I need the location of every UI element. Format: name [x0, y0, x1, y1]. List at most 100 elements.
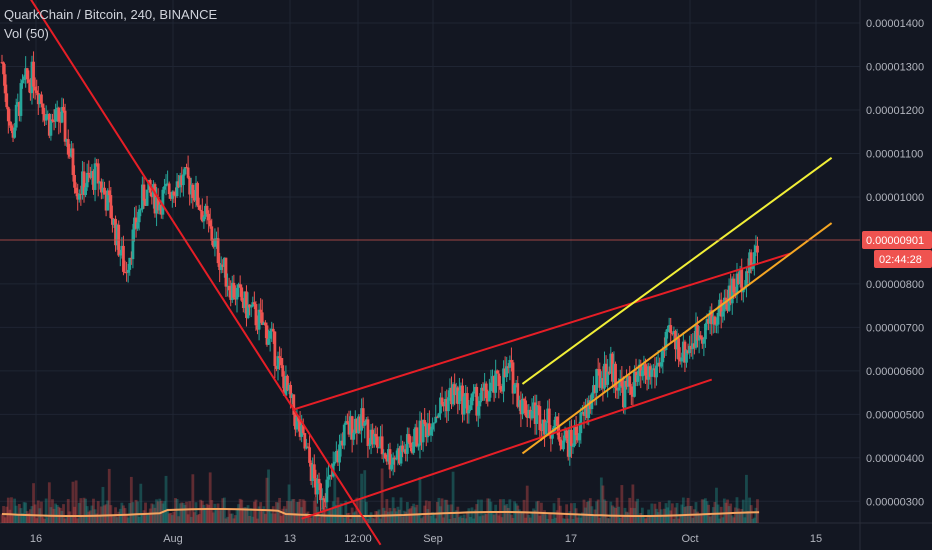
volume-bar [62, 504, 65, 523]
candle-body [166, 183, 170, 185]
volume-bar [426, 509, 430, 523]
candle-body [696, 325, 699, 341]
candle-body [245, 291, 248, 318]
volume-bar [579, 517, 583, 523]
candle-body [719, 299, 723, 317]
volume-bar [557, 497, 561, 523]
candle-body [440, 397, 444, 405]
volume-bar [252, 501, 256, 523]
volume-bar [604, 500, 608, 523]
candle-body [248, 304, 252, 308]
candle-body [692, 343, 696, 348]
candle-body [265, 325, 269, 345]
candle-body [19, 83, 23, 116]
volume-bar [495, 512, 499, 523]
volume-bar [290, 499, 294, 523]
candle-body [287, 384, 291, 391]
volume-bar [87, 511, 91, 523]
volume-bar [36, 500, 40, 523]
volume-bar [188, 501, 192, 523]
volume-bar [715, 487, 718, 523]
candle-body [683, 341, 687, 363]
volume-bar [167, 513, 171, 523]
candle-body [626, 376, 630, 387]
candle-body [350, 416, 354, 440]
volume-bar [271, 506, 275, 523]
volume-bar [158, 498, 162, 523]
candle-body [73, 174, 76, 188]
candle-body [399, 445, 403, 464]
candle-body [136, 222, 140, 229]
candle-body [538, 406, 542, 431]
candle-body [224, 257, 228, 287]
candle-body [216, 238, 220, 264]
volume-bar [240, 499, 244, 523]
volume-bar [246, 505, 250, 523]
candle-body [295, 417, 299, 430]
candle-body [13, 127, 17, 138]
chart-title[interactable]: QuarkChain / Bitcoin, 240, BINANCE [4, 7, 218, 22]
candle-body [483, 383, 487, 391]
candle-body [374, 433, 378, 437]
candle-body [710, 310, 714, 325]
candle-body [303, 433, 307, 449]
volume-bar [224, 518, 228, 523]
candle-body [372, 433, 376, 445]
candle-body [601, 378, 605, 389]
candle-body [342, 424, 346, 446]
candle-body [579, 412, 583, 434]
volume-bar [752, 517, 756, 523]
candle-body [140, 184, 144, 210]
volume-bar [281, 508, 285, 523]
volume-bar [353, 511, 357, 523]
volume-bar [96, 501, 100, 523]
candle-body [409, 442, 412, 448]
y-tick-label: 0.00000400 [866, 453, 924, 465]
candle-body [28, 82, 32, 94]
candle-body [661, 349, 665, 363]
candle-body [737, 273, 740, 285]
volume-bar [65, 514, 69, 523]
volume-bar [293, 513, 297, 523]
candle-body [527, 409, 531, 418]
candle-body [554, 416, 557, 426]
volume-bar [607, 518, 611, 523]
volume-bar [161, 503, 165, 523]
volume-bar [63, 518, 67, 523]
volume-bar [364, 501, 368, 523]
candle-body [95, 163, 99, 165]
volume-indicator-label[interactable]: Vol (50) [4, 26, 49, 41]
candle-body [639, 364, 643, 377]
volume-bar [164, 475, 168, 523]
volume-bar [43, 518, 46, 523]
candle-body [311, 464, 315, 481]
candle-body [721, 311, 725, 317]
candle-body [628, 376, 632, 387]
candle-body [450, 387, 453, 405]
candle-body [405, 434, 409, 454]
volume-bar [155, 499, 158, 523]
y-tick-label: 0.00000800 [866, 279, 924, 291]
volume-bar [346, 513, 349, 523]
volume-bar [314, 497, 318, 523]
volume-bar [243, 507, 247, 523]
volume-bar [435, 501, 439, 523]
volume-bar [648, 515, 652, 523]
volume-bar [112, 516, 116, 523]
candle-body [532, 402, 535, 411]
volume-bar [598, 517, 602, 523]
candle-body [598, 369, 602, 388]
volume-bar [215, 509, 218, 523]
candle-body [297, 417, 300, 422]
candle-body [473, 386, 477, 392]
candle-body [738, 269, 742, 285]
candle-body [533, 402, 537, 424]
volume-bar [691, 517, 695, 523]
candle-body [620, 379, 624, 387]
volume-bar [341, 516, 345, 523]
candle-body [716, 312, 720, 325]
candle-body [369, 429, 373, 445]
candle-body [40, 94, 43, 104]
volume-bar [333, 473, 337, 523]
